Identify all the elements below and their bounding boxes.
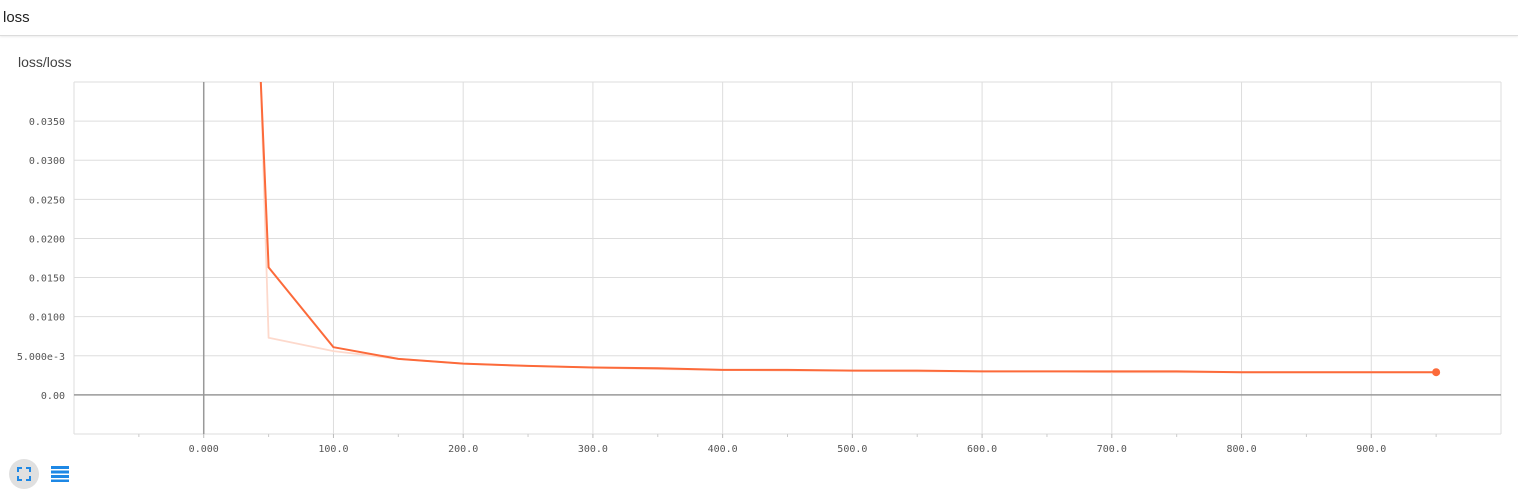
y-tick-label: 0.0250 (29, 195, 65, 206)
x-tick-label: 400.0 (708, 444, 738, 455)
raw-loss-line (259, 82, 1437, 374)
x-tick-label: 500.0 (837, 444, 867, 455)
chart-title: loss/loss (18, 54, 72, 70)
chart-toolbar (9, 459, 75, 489)
x-tick-label: 800.0 (1226, 444, 1256, 455)
fullscreen-icon (17, 467, 31, 481)
y-tick-label: 5.000e-3 (17, 352, 65, 363)
grid (73, 81, 1502, 438)
x-tick-label: 100.0 (318, 444, 348, 455)
axes (74, 82, 1501, 434)
section-title: loss (3, 9, 30, 26)
x-tick-label: 0.000 (189, 444, 219, 455)
section-header[interactable]: loss (0, 0, 1518, 36)
x-tick-label: 200.0 (448, 444, 478, 455)
toggle-data-table-button[interactable] (45, 459, 75, 489)
x-tick-label: 600.0 (967, 444, 997, 455)
x-tick-label: 300.0 (578, 444, 608, 455)
series (259, 82, 1441, 377)
list-icon (51, 466, 69, 482)
y-tick-label: 0.0200 (29, 234, 65, 245)
x-tick-label: 700.0 (1097, 444, 1127, 455)
y-tick-label: 0.0100 (29, 313, 65, 324)
y-tick-label: 0.00 (41, 391, 65, 402)
y-tick-label: 0.0350 (29, 117, 65, 128)
smoothed-loss-line (259, 82, 1437, 374)
y-tick-label: 0.0150 (29, 274, 65, 285)
last-value-point (1432, 368, 1441, 377)
expand-chart-button[interactable] (9, 459, 39, 489)
tick-labels: 0.000 100.0 200.0 300.0 400.0 500.0 600.0 700.0… (17, 117, 1386, 455)
x-tick-label: 900.0 (1356, 444, 1386, 455)
y-tick-label: 0.0300 (29, 156, 65, 167)
